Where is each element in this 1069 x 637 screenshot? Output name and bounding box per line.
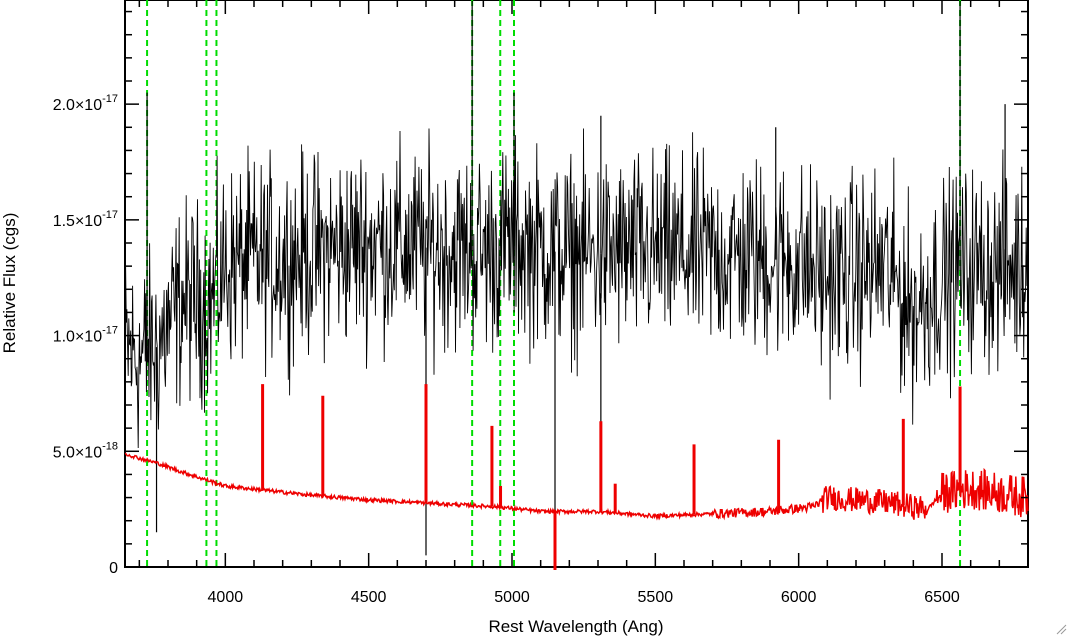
- x-tick-label-5500: 5500: [638, 589, 674, 606]
- x-tick-labels: 4000 4500 5000 5500 6000 6500: [208, 589, 960, 606]
- x-tick-label-5000: 5000: [494, 589, 530, 606]
- x-tick-label-4000: 4000: [208, 589, 244, 606]
- y-tick-labels: 0 5.0×10-18 1.0×10-17 1.5×10-17 2.0×10-17: [53, 93, 118, 577]
- axis-ticks: [125, 0, 1029, 568]
- y-tick-label-3: 1.5×10-17: [53, 209, 118, 230]
- x-tick-label-6000: 6000: [781, 589, 817, 606]
- x-tick-label-4500: 4500: [351, 589, 387, 606]
- y-tick-label-1: 5.0×10-18: [53, 440, 118, 461]
- model-spectrum-line: [125, 452, 1029, 521]
- series-layer: [124, 1, 1029, 570]
- y-tick-label-0: 0: [109, 560, 118, 577]
- observed-spectrum-line: [124, 128, 1028, 449]
- y-axis-title: Relative Flux (cgs): [0, 213, 19, 354]
- x-axis-title: Rest Wavelength (Ang): [488, 617, 663, 636]
- y-tick-label-2: 1.0×10-17: [53, 325, 118, 346]
- x-tick-label-6500: 6500: [924, 589, 960, 606]
- resize-grip-icon: [1056, 624, 1067, 635]
- y-tick-label-4: 2.0×10-17: [53, 93, 118, 114]
